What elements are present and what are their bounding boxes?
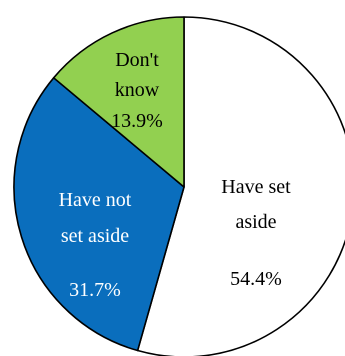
pie-labels: Have set aside 54.4% Have not set aside 31.7%… xyxy=(59,49,292,301)
slice-label-1-line-0: Have not xyxy=(59,189,132,211)
slice-label-1-line-1: set aside xyxy=(61,225,129,247)
pie-slice-2 xyxy=(52,16,185,188)
pie-slice-1 xyxy=(13,77,185,352)
slice-value-label-0: 54.4% xyxy=(230,268,282,290)
pie-slice-0 xyxy=(136,16,345,356)
slice-label-2-line-1: know xyxy=(115,79,160,101)
slice-label-2-line-0: Don't xyxy=(115,49,159,71)
pie-slices xyxy=(13,16,345,356)
slice-label-0-line-1: aside xyxy=(235,211,276,233)
slice-label-0-line-0: Have set xyxy=(221,176,291,198)
slice-value-label-1: 31.7% xyxy=(69,279,121,301)
slice-value-label-2: 13.9% xyxy=(111,110,163,132)
